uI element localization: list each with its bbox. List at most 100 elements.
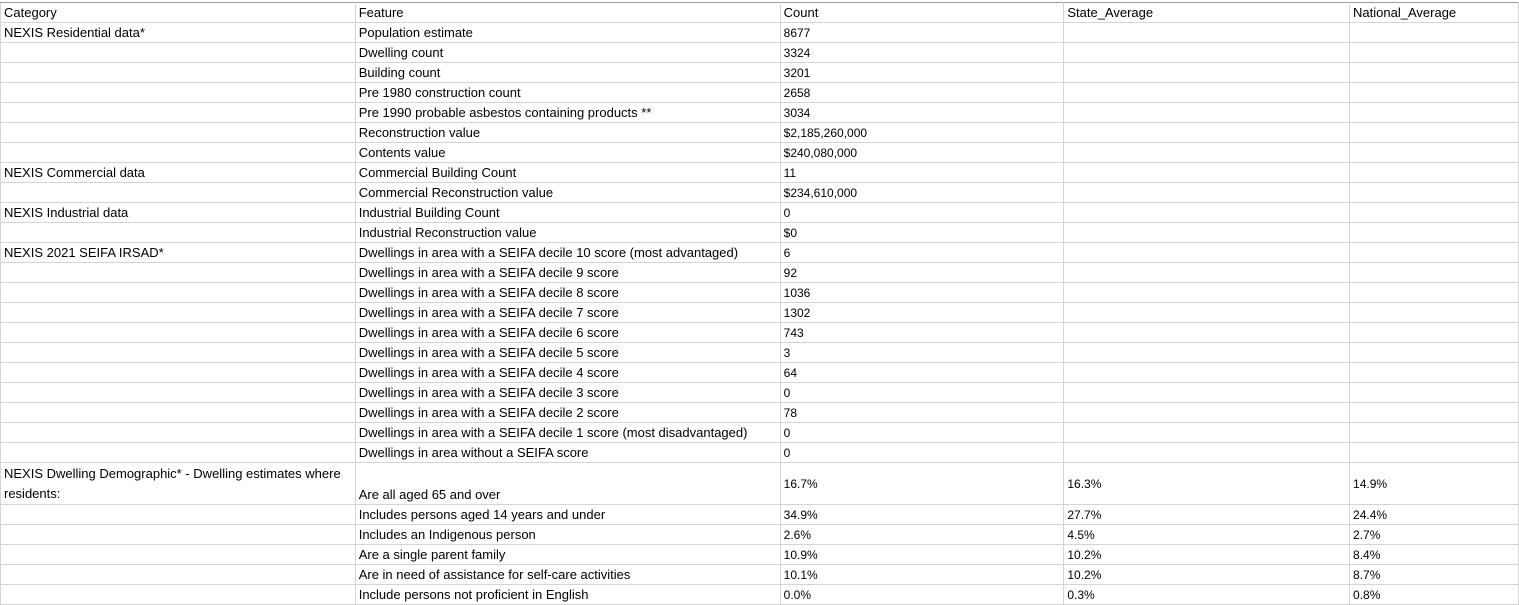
cell-category[interactable] bbox=[0, 564, 356, 585]
cell-national-average[interactable] bbox=[1349, 442, 1519, 463]
cell-count[interactable]: 1036 bbox=[779, 282, 1065, 303]
cell-count[interactable]: 78 bbox=[779, 402, 1065, 423]
header-cell-count[interactable]: Count bbox=[779, 2, 1065, 23]
header-cell-state-average[interactable]: State_Average bbox=[1063, 2, 1351, 23]
cell-count[interactable]: 10.1% bbox=[779, 564, 1065, 585]
cell-feature[interactable]: Dwellings in area with a SEIFA decile 10… bbox=[354, 242, 781, 263]
cell-state-average[interactable] bbox=[1063, 422, 1351, 443]
cell-feature[interactable]: Includes an Indigenous person bbox=[354, 524, 781, 545]
cell-feature[interactable]: Dwellings in area with a SEIFA decile 9 … bbox=[354, 262, 781, 283]
cell-national-average[interactable]: 2.7% bbox=[1349, 524, 1519, 545]
cell-count[interactable]: 743 bbox=[779, 322, 1065, 343]
cell-count[interactable]: 10.9% bbox=[779, 544, 1065, 565]
cell-state-average[interactable] bbox=[1063, 62, 1351, 83]
cell-category[interactable] bbox=[0, 544, 356, 565]
cell-category[interactable] bbox=[0, 122, 356, 143]
cell-national-average[interactable] bbox=[1349, 82, 1519, 103]
cell-state-average[interactable] bbox=[1063, 142, 1351, 163]
cell-national-average[interactable] bbox=[1349, 142, 1519, 163]
cell-state-average[interactable]: 10.2% bbox=[1063, 544, 1351, 565]
header-cell-national-average[interactable]: National_Average bbox=[1349, 2, 1519, 23]
cell-category[interactable] bbox=[0, 524, 356, 545]
cell-feature[interactable]: Industrial Building Count bbox=[354, 202, 781, 223]
cell-category[interactable] bbox=[0, 302, 356, 323]
cell-feature[interactable]: Include persons not proficient in Englis… bbox=[354, 584, 781, 605]
cell-category[interactable] bbox=[0, 142, 356, 163]
cell-count[interactable]: 11 bbox=[779, 162, 1065, 183]
cell-state-average[interactable] bbox=[1063, 342, 1351, 363]
cell-category[interactable] bbox=[0, 62, 356, 83]
cell-state-average[interactable] bbox=[1063, 402, 1351, 423]
cell-feature[interactable]: Includes persons aged 14 years and under bbox=[354, 504, 781, 525]
cell-national-average[interactable] bbox=[1349, 282, 1519, 303]
cell-count[interactable]: 8677 bbox=[779, 22, 1065, 43]
cell-count[interactable]: 1302 bbox=[779, 302, 1065, 323]
cell-count[interactable]: $240,080,000 bbox=[779, 142, 1065, 163]
cell-national-average[interactable] bbox=[1349, 42, 1519, 63]
cell-count[interactable]: 34.9% bbox=[779, 504, 1065, 525]
cell-state-average[interactable] bbox=[1063, 302, 1351, 323]
cell-count[interactable]: $234,610,000 bbox=[779, 182, 1065, 203]
cell-national-average[interactable] bbox=[1349, 382, 1519, 403]
cell-feature[interactable]: Population estimate bbox=[354, 22, 781, 43]
cell-feature[interactable]: Industrial Reconstruction value bbox=[354, 222, 781, 243]
cell-state-average[interactable] bbox=[1063, 122, 1351, 143]
cell-national-average[interactable] bbox=[1349, 262, 1519, 283]
cell-feature[interactable]: Dwellings in area with a SEIFA decile 1 … bbox=[354, 422, 781, 443]
cell-category[interactable]: NEXIS Industrial data bbox=[0, 202, 356, 223]
cell-state-average[interactable]: 0.3% bbox=[1063, 584, 1351, 605]
cell-count[interactable]: 0 bbox=[779, 202, 1065, 223]
cell-state-average[interactable] bbox=[1063, 22, 1351, 43]
cell-category[interactable] bbox=[0, 82, 356, 103]
cell-national-average[interactable] bbox=[1349, 202, 1519, 223]
cell-state-average[interactable] bbox=[1063, 322, 1351, 343]
cell-state-average[interactable] bbox=[1063, 282, 1351, 303]
cell-state-average[interactable] bbox=[1063, 42, 1351, 63]
cell-category[interactable] bbox=[0, 42, 356, 63]
cell-category[interactable] bbox=[0, 504, 356, 525]
cell-category[interactable]: NEXIS Commercial data bbox=[0, 162, 356, 183]
cell-category[interactable] bbox=[0, 182, 356, 203]
cell-state-average[interactable] bbox=[1063, 362, 1351, 383]
cell-count[interactable]: 2658 bbox=[779, 82, 1065, 103]
cell-feature[interactable]: Contents value bbox=[354, 142, 781, 163]
cell-feature[interactable]: Dwellings in area without a SEIFA score bbox=[354, 442, 781, 463]
cell-state-average[interactable] bbox=[1063, 202, 1351, 223]
cell-national-average[interactable]: 0.8% bbox=[1349, 584, 1519, 605]
cell-national-average[interactable] bbox=[1349, 342, 1519, 363]
cell-feature[interactable]: Building count bbox=[354, 62, 781, 83]
cell-feature[interactable]: Dwelling count bbox=[354, 42, 781, 63]
cell-national-average[interactable]: 14.9% bbox=[1349, 462, 1519, 505]
cell-national-average[interactable] bbox=[1349, 402, 1519, 423]
cell-count[interactable]: 0 bbox=[779, 382, 1065, 403]
cell-feature[interactable]: Commercial Reconstruction value bbox=[354, 182, 781, 203]
cell-category[interactable] bbox=[0, 262, 356, 283]
cell-national-average[interactable]: 8.7% bbox=[1349, 564, 1519, 585]
cell-count[interactable]: 92 bbox=[779, 262, 1065, 283]
cell-national-average[interactable] bbox=[1349, 242, 1519, 263]
cell-state-average[interactable]: 16.3% bbox=[1063, 462, 1351, 505]
cell-category[interactable] bbox=[0, 342, 356, 363]
header-cell-category[interactable]: Category bbox=[0, 2, 356, 23]
cell-category[interactable] bbox=[0, 362, 356, 383]
cell-count[interactable]: 3034 bbox=[779, 102, 1065, 123]
cell-national-average[interactable] bbox=[1349, 422, 1519, 443]
cell-count[interactable]: 0 bbox=[779, 422, 1065, 443]
cell-count[interactable]: 2.6% bbox=[779, 524, 1065, 545]
cell-feature[interactable]: Commercial Building Count bbox=[354, 162, 781, 183]
cell-count[interactable]: $2,185,260,000 bbox=[779, 122, 1065, 143]
cell-state-average[interactable] bbox=[1063, 82, 1351, 103]
cell-category[interactable] bbox=[0, 584, 356, 605]
cell-national-average[interactable] bbox=[1349, 122, 1519, 143]
cell-feature[interactable]: Are a single parent family bbox=[354, 544, 781, 565]
cell-national-average[interactable]: 24.4% bbox=[1349, 504, 1519, 525]
cell-category[interactable] bbox=[0, 322, 356, 343]
cell-feature[interactable]: Dwellings in area with a SEIFA decile 3 … bbox=[354, 382, 781, 403]
cell-state-average[interactable]: 4.5% bbox=[1063, 524, 1351, 545]
cell-category[interactable]: NEXIS Residential data* bbox=[0, 22, 356, 43]
cell-feature[interactable]: Dwellings in area with a SEIFA decile 6 … bbox=[354, 322, 781, 343]
cell-state-average[interactable] bbox=[1063, 442, 1351, 463]
cell-feature[interactable]: Are all aged 65 and over bbox=[354, 462, 781, 505]
cell-state-average[interactable]: 10.2% bbox=[1063, 564, 1351, 585]
cell-feature[interactable]: Are in need of assistance for self-care … bbox=[354, 564, 781, 585]
